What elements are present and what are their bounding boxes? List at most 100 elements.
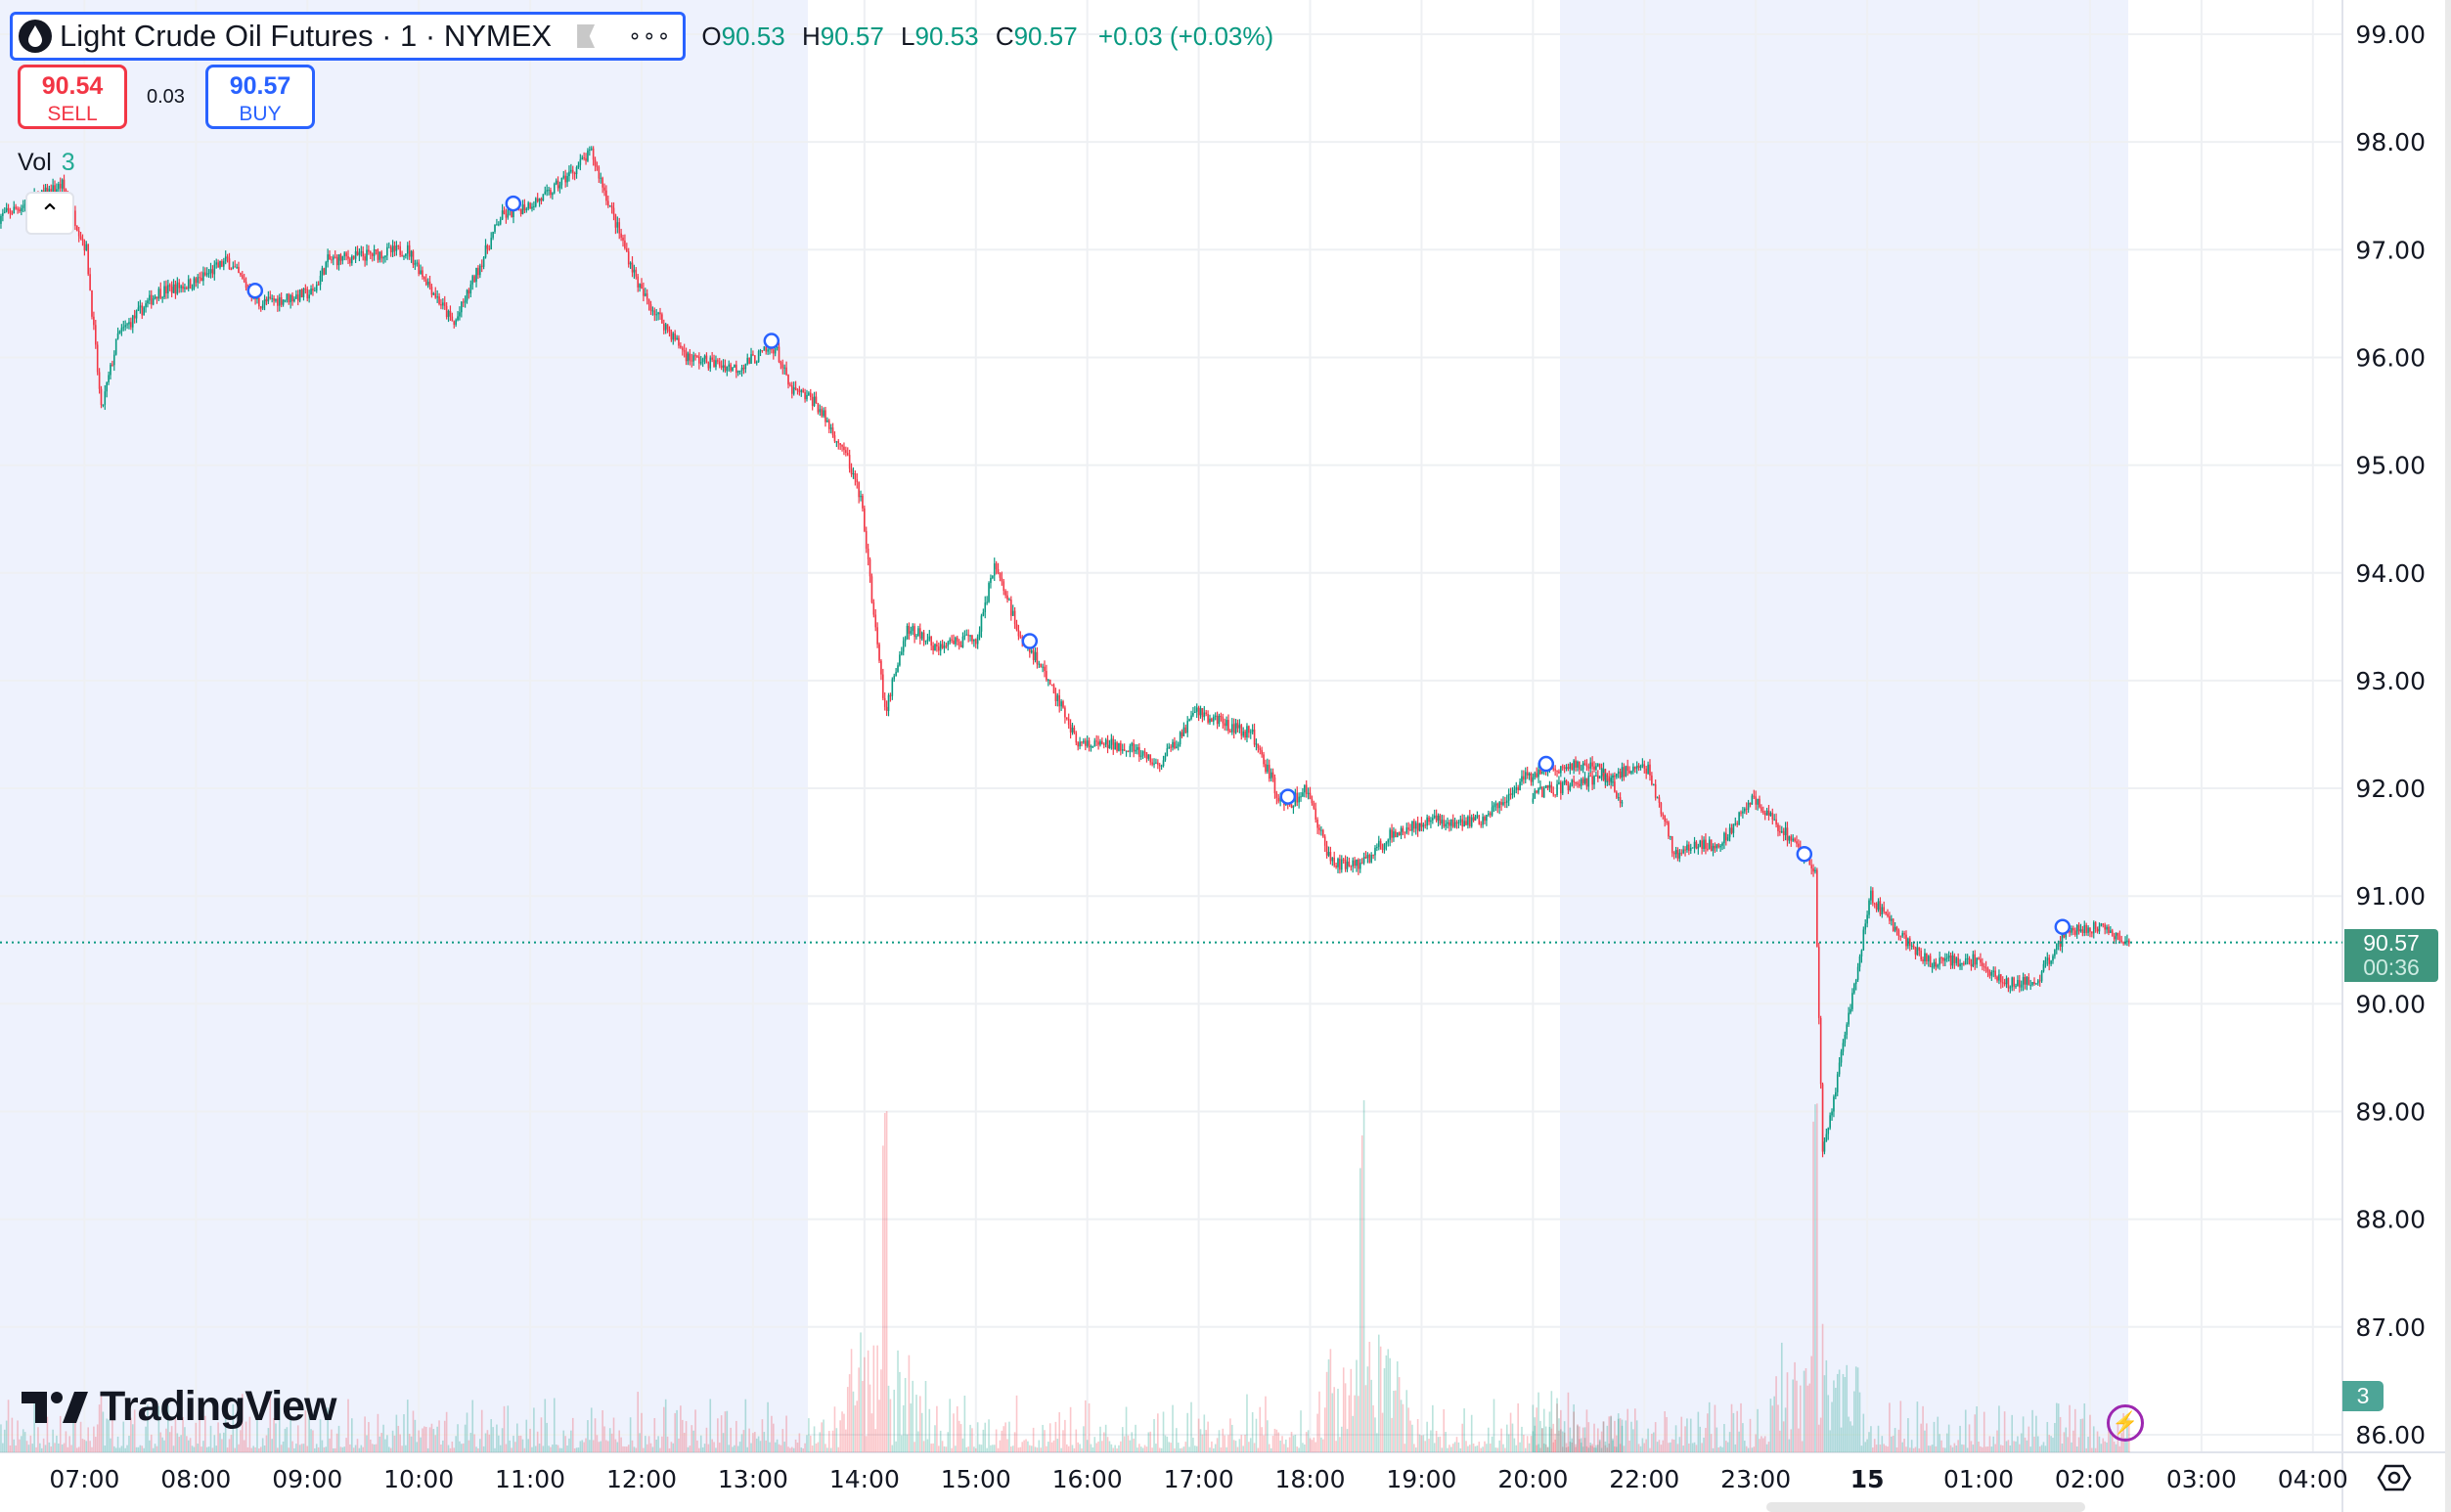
candle-body <box>958 641 960 645</box>
volume-bar <box>1660 1445 1663 1452</box>
candle-body <box>1846 1024 1849 1036</box>
candle-body <box>2003 982 2006 985</box>
candle-body <box>1654 783 1657 798</box>
sell-button[interactable]: 90.54 SELL <box>18 65 127 129</box>
candle-body <box>1400 827 1403 836</box>
volume-bar <box>1396 1360 1399 1452</box>
candle-body <box>403 255 405 257</box>
time-tick-label: 20:00 <box>1497 1465 1568 1493</box>
buy-button[interactable]: 90.57 BUY <box>205 65 315 129</box>
volume-bar <box>978 1444 981 1452</box>
settings-icon[interactable] <box>2377 1463 2412 1492</box>
volume-bar <box>1112 1447 1115 1452</box>
candle-body <box>430 287 433 295</box>
volume-bar <box>1494 1447 1497 1452</box>
candle-body <box>1064 707 1066 718</box>
volume-bar <box>552 1445 554 1452</box>
vertical-scrollbar[interactable] <box>2445 0 2451 1512</box>
volume-bar <box>2028 1426 2030 1452</box>
volume-bar <box>1203 1414 1206 1452</box>
volume-bar <box>42 1438 45 1452</box>
tradingview-logo[interactable]: TradingView <box>22 1383 336 1431</box>
volume-bar <box>1127 1435 1130 1452</box>
candle-body <box>544 191 547 195</box>
volume-bar <box>1994 1444 1996 1452</box>
candle-body <box>639 284 641 288</box>
candle-body <box>1942 957 1944 961</box>
candle-body <box>730 364 732 371</box>
volume-bar <box>641 1412 643 1452</box>
ellipsis-icon[interactable]: ∘∘∘ <box>628 23 672 48</box>
horizontal-scrollbar[interactable] <box>1766 1502 2085 1512</box>
candle-body <box>2126 940 2128 943</box>
candle-body <box>1238 725 1241 729</box>
volume-bar <box>68 1436 71 1452</box>
volume-bar <box>442 1440 444 1452</box>
volume-bar <box>1671 1439 1673 1452</box>
volume-bar <box>616 1442 619 1452</box>
collapse-legend-button[interactable]: ⌃ <box>25 192 74 235</box>
volume-legend[interactable]: Vol 3 <box>18 149 75 177</box>
candle-body <box>1337 859 1339 867</box>
candle-body <box>195 278 198 284</box>
candle-body <box>1445 823 1447 827</box>
candle-body <box>607 200 609 206</box>
candle-body <box>1170 746 1172 748</box>
candle-body <box>2108 926 2110 934</box>
volume-bar <box>1358 1396 1359 1452</box>
flag-icon[interactable] <box>577 24 596 48</box>
volume-bar <box>1604 1441 1607 1452</box>
volume-bar <box>959 1424 962 1452</box>
volume-bar <box>1275 1429 1278 1452</box>
candle-body <box>1435 815 1438 822</box>
candle-body <box>2029 985 2032 987</box>
candle-body <box>717 360 719 362</box>
candle-body <box>2075 924 2078 935</box>
symbol-legend[interactable]: Light Crude Oil Futures · 1 · NYMEX ∘∘∘ <box>10 12 687 61</box>
candle-body <box>1697 846 1700 849</box>
candle-body <box>1478 815 1481 824</box>
candle-body <box>969 635 971 637</box>
candle-body <box>499 219 502 225</box>
candle-body <box>1589 762 1592 769</box>
candle-body <box>1179 732 1181 745</box>
volume-bar <box>955 1445 957 1452</box>
candle-body <box>1872 890 1874 904</box>
candle-body <box>1040 663 1043 667</box>
candle-body <box>1738 812 1740 825</box>
candle-body <box>662 323 665 331</box>
candle-body <box>860 495 862 498</box>
time-tick-label: 12:00 <box>606 1465 677 1493</box>
volume-bar <box>930 1444 932 1452</box>
volume-bar <box>589 1440 591 1452</box>
candle-body <box>93 316 95 326</box>
volume-bar <box>939 1430 942 1452</box>
candle-body <box>876 627 878 645</box>
candle-body <box>1340 859 1343 870</box>
price-tick-label: 92.00 <box>2355 775 2426 803</box>
volume-bar <box>618 1430 621 1452</box>
candle-body <box>1067 718 1070 725</box>
volume-bar <box>1141 1447 1144 1452</box>
volume-bar <box>1240 1435 1243 1452</box>
volume-bar <box>371 1444 374 1452</box>
lightning-icon[interactable]: ⚡ <box>2107 1404 2144 1442</box>
candle-body <box>2007 978 2010 989</box>
volume-bar <box>664 1399 667 1452</box>
candle-body <box>2073 930 2076 935</box>
candle-body <box>389 246 392 252</box>
volume-bar <box>1790 1429 1793 1452</box>
volume-bar <box>590 1407 593 1452</box>
volume-bar <box>672 1443 675 1452</box>
volume-bar <box>676 1409 678 1452</box>
volume-bar <box>167 1404 169 1452</box>
volume-bar <box>1294 1435 1297 1452</box>
event-marker-icon <box>2054 918 2072 935</box>
volume-bar <box>908 1355 911 1452</box>
candle-body <box>1833 1096 1835 1112</box>
volume-bar <box>1699 1426 1702 1452</box>
candle-body <box>1579 761 1581 770</box>
candle-body <box>1587 766 1590 769</box>
candle-body <box>2083 924 2086 933</box>
